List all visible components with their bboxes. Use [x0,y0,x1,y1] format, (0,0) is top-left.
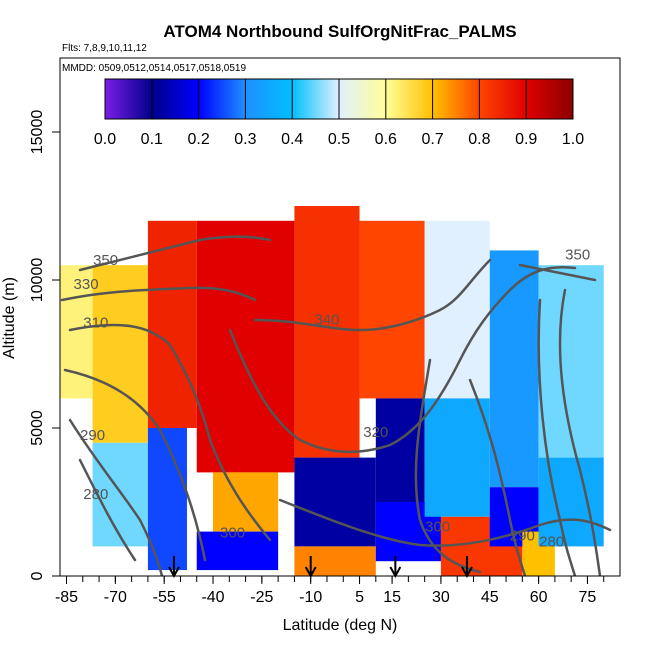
contour-label: 330 [74,276,99,293]
heatmap-cell [538,265,604,458]
contour-line [414,358,482,574]
heatmap-cell [424,220,490,399]
colorbar-tick-label: 1.0 [562,131,584,148]
heatmap-cell [196,220,295,473]
contour-line [278,498,612,547]
chart-title: ATOM4 Northbound SulfOrgNitFrac_PALMS [163,22,516,41]
colorbar-tick-label: 0.9 [515,131,537,148]
x-tick-label: -40 [201,589,224,606]
contour-label: 280 [539,533,564,550]
x-axis: -85 -70 -55 -40 -25 -10 5 15 30 45 60 75 [55,575,620,606]
x-tick-label: 15 [383,589,401,606]
x-tick-label: 45 [481,589,499,606]
y-tick-label: 15000 [29,110,46,155]
heatmap-cell [424,398,490,517]
colorbar: 0.0 0.1 0.2 0.3 0.4 0.5 0.6 0.7 0.8 0.9 1.0 [94,78,584,148]
contour-line [78,235,272,272]
contour-label: 310 [83,314,108,331]
x-tick-label: 30 [432,589,450,606]
heatmap-cell [147,220,197,428]
heatmap-cell [92,442,148,547]
contour-line [68,323,272,542]
colorbar-tick-label: 0.8 [468,131,490,148]
x-tick-label: 5 [355,589,364,606]
heatmap-cell [196,531,279,571]
heatmap-cell [489,250,539,488]
x-tick-label: -70 [104,589,127,606]
contour-line [60,286,257,302]
contour-line [537,298,577,576]
colorbar-tick-label: 0.1 [141,131,163,148]
contour-label: 340 [314,311,339,328]
colorbar-tick-label: 0.6 [375,131,397,148]
y-axis: 0 5000 10000 15000 [29,110,60,580]
y-tick-label: 5000 [29,410,46,446]
colorbar-tick-label: 0.7 [421,131,443,148]
y-axis-label: Altitude (m) [1,277,18,359]
y-tick-label: 0 [29,571,46,580]
heatmap-cell [294,457,376,547]
colorbar-tick-label: 0.0 [94,131,116,148]
contour-label: 300 [425,519,450,536]
contour-label: 300 [220,525,245,542]
contour-line [68,418,164,576]
x-tick-label: 60 [530,589,548,606]
x-tick-label: -10 [299,589,322,606]
colorbar-ticks: 0.0 0.1 0.2 0.3 0.4 0.5 0.6 0.7 0.8 0.9 1.0 [94,79,584,148]
contour-line [558,288,602,576]
heatmap-cell [147,428,187,571]
y-tick-label: 10000 [29,258,46,303]
contour-line [518,263,597,282]
x-tick-label: 75 [579,589,597,606]
flights-subtitle: Flts: 7,8,9,10,11,12 [62,43,147,54]
colorbar-tick-label: 0.5 [328,131,350,148]
contour-line [468,378,527,576]
heatmap-cell [359,220,425,399]
x-tick-label: -55 [153,589,176,606]
colorbar-tick-label: 0.3 [234,131,256,148]
x-tick-label: -25 [250,589,273,606]
contour-label: 280 [83,486,108,503]
colorbar-tick-label: 0.4 [281,131,303,148]
colorbar-tick-label: 0.2 [187,131,209,148]
theta-contours [60,235,612,576]
contour-line [63,368,207,562]
heatmap-cell [213,472,279,532]
heatmap-cell [294,206,360,458]
contour-label: 350 [565,246,590,263]
heatmap-cell [294,546,376,576]
contour-line [78,458,137,562]
contour-label: 320 [363,424,388,441]
contour-line [253,258,492,332]
contour-label: 290 [510,527,535,544]
x-tick-label: -85 [55,589,78,606]
x-axis-label: Latitude (deg N) [283,617,398,634]
dates-subtitle: MMDD: 0509,0512,0514,0517,0518,0519 [62,63,246,74]
contour-label: 350 [93,252,118,269]
contour-label: 290 [80,427,105,444]
